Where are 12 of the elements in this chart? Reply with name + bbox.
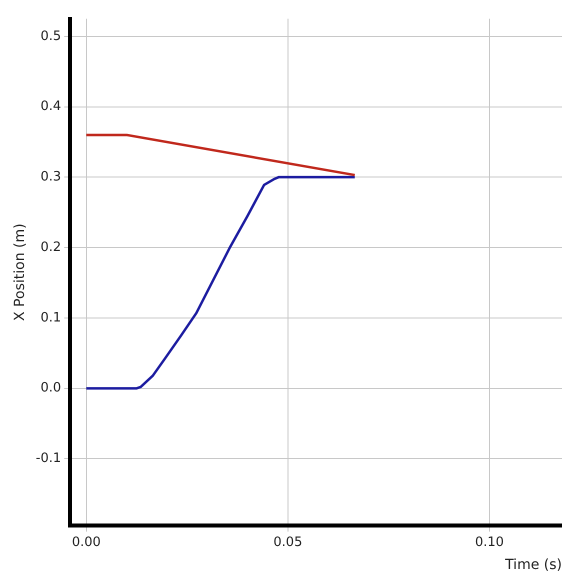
x-tick-label: 0.00 (72, 534, 101, 550)
x-axis-title: Time (s) (504, 557, 562, 574)
y-tick-label: 0.0 (40, 380, 62, 396)
y-axis-title: X Position (m) (12, 223, 28, 321)
y-tick-label: 0.2 (40, 240, 62, 255)
y-tick-label: -0.1 (36, 451, 62, 466)
y-tick-label: 0.1 (40, 310, 62, 326)
y-tick-label: 0.5 (40, 28, 62, 44)
y-tick-label: 0.3 (40, 170, 62, 185)
x-tick-label: 0.10 (474, 534, 504, 550)
y-tick-label: 0.4 (40, 99, 62, 114)
x-tick-label: 0.05 (273, 534, 302, 550)
